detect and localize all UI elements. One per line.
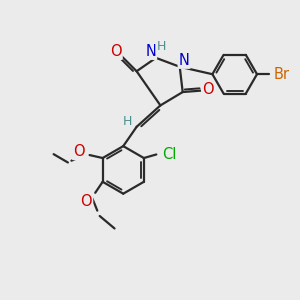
Text: N: N [179, 53, 190, 68]
Text: H: H [123, 115, 132, 128]
Text: O: O [202, 82, 214, 97]
Text: H: H [157, 40, 166, 53]
Text: N: N [145, 44, 156, 59]
Text: Br: Br [274, 67, 290, 82]
Text: O: O [73, 144, 85, 159]
Text: O: O [80, 194, 92, 209]
Text: Cl: Cl [162, 147, 176, 162]
Text: O: O [110, 44, 122, 59]
